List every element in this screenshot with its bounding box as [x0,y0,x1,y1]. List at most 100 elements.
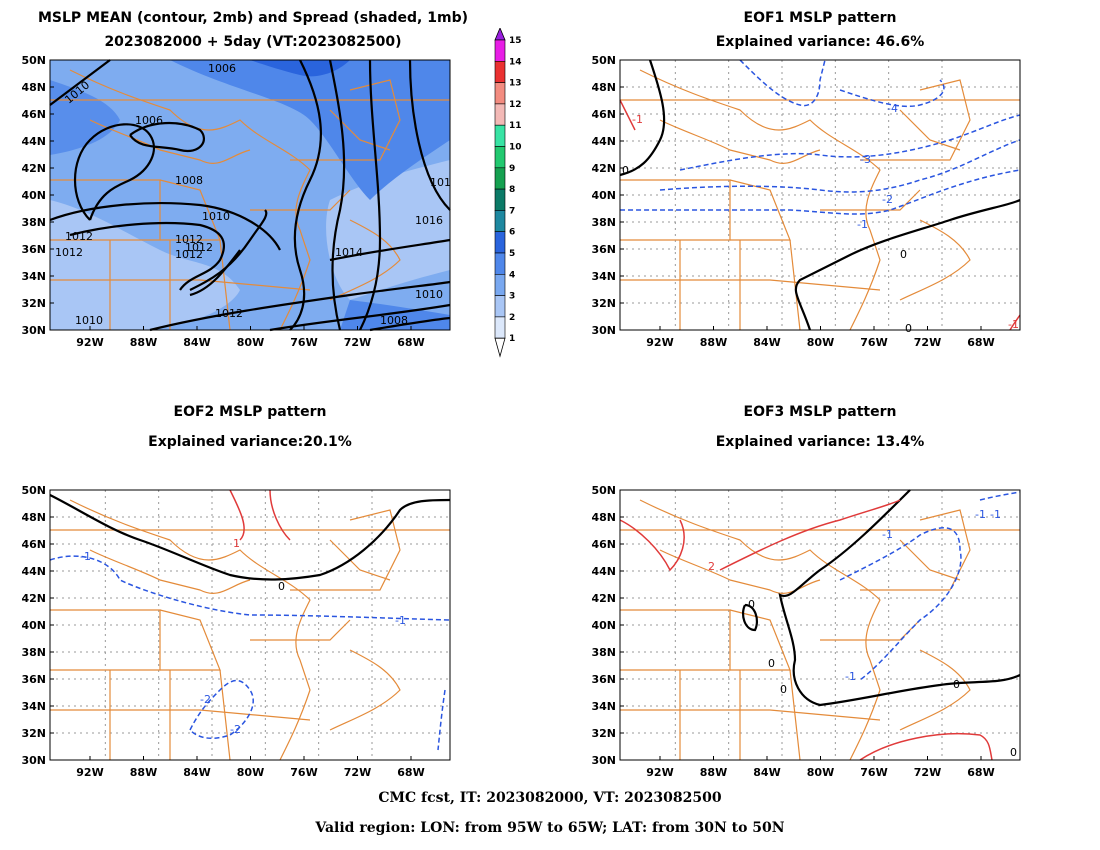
colorbar-segment [494,188,506,211]
lat-tick-label: 32N [21,297,46,310]
lat-tick-label: 44N [21,565,46,578]
lon-tick-label: 76W [290,336,317,349]
eof1-title-line2: Explained variance: 46.6% [715,34,925,50]
colorbar-label: 9 [509,164,515,174]
contour-label: 0 [768,657,775,670]
contour-label: 1010 [75,314,103,327]
contour-label: 1016 [415,214,443,227]
lat-tick-label: 48N [21,81,46,94]
lat-tick-label: 42N [591,162,616,175]
lon-tick-label: 80W [807,766,834,779]
lon-tick-label: 72W [914,336,941,349]
mean-map: 1010 1006 1006 1008 1010 1012 1012 1012 … [21,54,451,349]
lon-tick-label: 80W [807,336,834,349]
lat-tick-label: 46N [21,538,46,551]
eof2-title-line2: Explained variance:20.1% [148,434,352,450]
colorbar-label: 11 [509,121,522,131]
lat-tick-label: 48N [591,511,616,524]
colorbar-label: 14 [509,57,522,67]
lat-tick-label: 38N [591,646,616,659]
contour-label: -1 [845,670,856,683]
borders [620,499,1020,761]
contour-label: -1 [882,528,893,541]
eof1-title-line1: EOF1 MSLP pattern [743,10,897,26]
colorbar-label: 2 [509,313,515,323]
contour-label: 1012 [185,241,213,254]
contour-label: 1012 [175,248,203,261]
contour-label: 0 [905,322,912,335]
footer-line1: CMC fcst, IT: 2023082000, VT: 2023082500 [378,790,722,806]
colorbar-label: 3 [509,292,515,302]
contour-label: 101 [430,176,451,189]
lat-tick-label: 46N [21,108,46,121]
eof2-contours [49,489,451,751]
spread-shade-4 [170,60,450,200]
lat-tick-label: 42N [21,592,46,605]
spread-shade-4c [50,80,120,155]
spread-shade-2 [50,200,240,330]
lon-tick-label: 72W [914,766,941,779]
lat-tick-label: 38N [21,216,46,229]
eof2-map: -1 1 0 -1 -2 -2 30N 32N 34N 36N 38N 40N 42N 44N… [21,484,451,779]
contour-label: -2 [200,693,211,706]
colorbar-segment [494,124,506,147]
contour-label: -3 [860,153,871,166]
lat-tick-label: 30N [591,754,616,767]
lat-tick-label: 36N [21,673,46,686]
colorbar-label: 15 [509,36,522,46]
colorbar-segment [494,295,506,318]
borders [50,499,450,761]
eof3-map-panel: -1 -1 2 0 0 0 -1 0 -1 0 30N 32N 34N 36N 38N 4… [570,480,1030,790]
lat-tick-label: 50N [591,54,616,67]
lon-tick-label: 88W [700,766,727,779]
contour-label: 0 [1010,746,1017,759]
lat-tick-label: 46N [591,108,616,121]
lat-tick-label: 44N [591,135,616,148]
colorbar-segment [494,231,506,254]
lon-tick-label: 92W [76,336,103,349]
contour-label: 1006 [208,62,236,75]
lon-tick-label: 72W [344,766,371,779]
colorbar-segment [494,82,506,105]
eof3-contour-labels: -1 -1 2 0 0 0 -1 0 -1 0 [708,508,1017,759]
lon-tick-label: 68W [967,336,994,349]
colorbar-label: 10 [509,143,522,153]
eof2-map-panel: -1 1 0 -1 -2 -2 30N 32N 34N 36N 38N 40N 42N 44N… [0,480,460,790]
lat-tick-label: 40N [21,189,46,202]
colorbar-segment [494,146,506,169]
contour-label: 0 [748,598,755,611]
lat-tick-label: 30N [21,754,46,767]
lat-tick-label: 34N [21,270,46,283]
lon-tick-label: 84W [753,766,780,779]
lon-tick-label: 92W [646,336,673,349]
eof3-axes: 30N 32N 34N 36N 38N 40N 42N 44N 46N 48N 50N 92W 88W 8… [591,484,994,779]
contour-label: -1 [395,614,406,627]
colorbar-label: 1 [509,334,515,344]
eof1-map: 0 -4 -3 -2 -1 0 0 -1 -1 30N 32N 34N 36N 38N 4… [591,54,1021,349]
colorbar-segment [494,274,506,296]
contour-label: -2 [882,193,893,206]
contour-label: 1010 [415,288,443,301]
lat-tick-label: 50N [591,484,616,497]
mean-axes: 30N 32N 34N 36N 38N 40N 42N 44N 46N 48N 50N 92W 88W 8… [21,54,424,349]
mean-title-line2: 2023082000 + 5day (VT:2023082500) [104,34,402,50]
contour-label: 1 [233,537,240,550]
lon-tick-label: 84W [183,336,210,349]
lat-tick-label: 50N [21,484,46,497]
colorbar-label: 4 [509,270,515,280]
lat-tick-label: 30N [21,324,46,337]
eof3-contours [619,489,1021,761]
eof1-contour-labels: 0 -4 -3 -2 -1 0 0 -1 -1 [622,102,1019,335]
lat-tick-label: 34N [591,270,616,283]
contour-label: -1 [80,550,91,563]
colorbar-segment [494,210,506,232]
lon-tick-label: 76W [860,336,887,349]
colorbar-segment [494,60,506,83]
colorbar-label: 7 [509,206,515,216]
lat-tick-label: 42N [21,162,46,175]
lat-tick-label: 42N [591,592,616,605]
lon-tick-label: 88W [130,336,157,349]
mean-title-line1: MSLP MEAN (contour, 2mb) and Spread (sha… [38,10,468,26]
contour-label: 0 [900,248,907,261]
